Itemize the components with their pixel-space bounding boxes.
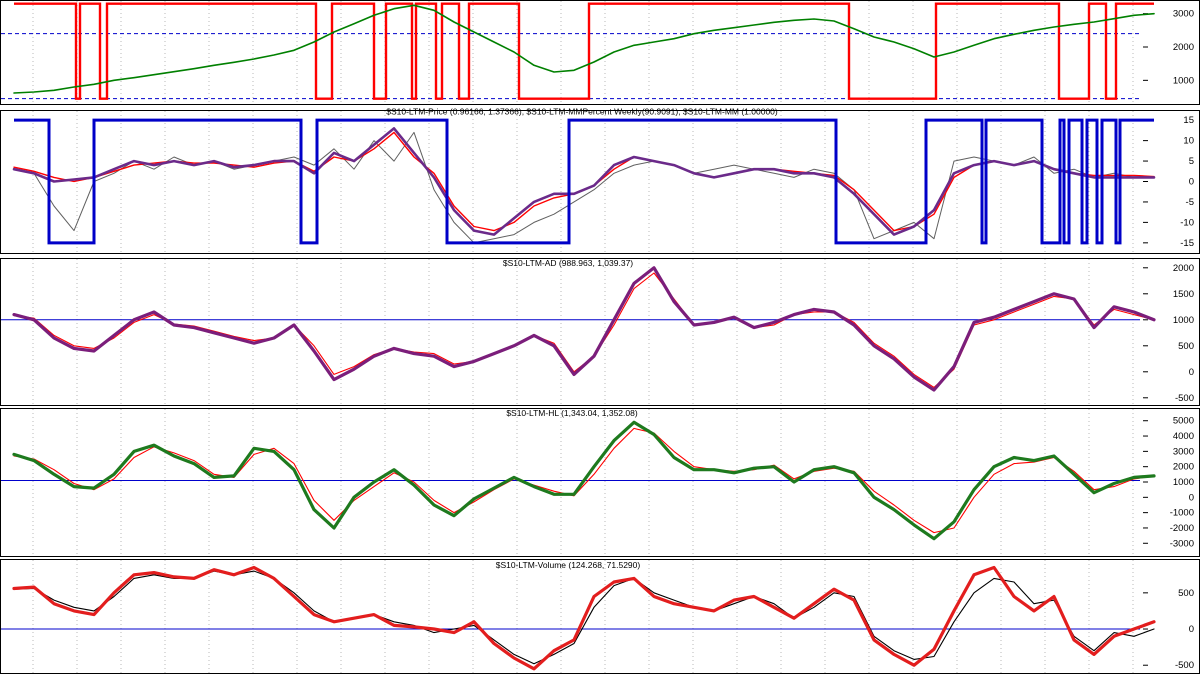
y-tick-label: 5: [1189, 156, 1194, 167]
y-tick-label: 2000: [1173, 263, 1194, 274]
y-tick-label: 1000: [1173, 477, 1194, 488]
panel-title-hl: $S10-LTM-HL (1,343.04, 1,352.08): [506, 408, 638, 418]
y-tick-label: 500: [1178, 588, 1194, 599]
volume-panel: -500 0 500 $S10-LTM-Volume (124.268, 71.529…: [0, 559, 1200, 674]
panel-frame: [0, 258, 1200, 406]
panel-frame: [0, 408, 1200, 557]
mm-percent-panel: -15 -10 -5 0 5 10 15 $S10-LTM-Price (0.96166, 1…: [0, 107, 1200, 254]
hl-panel: -3000 -2000 -1000 0 1000 2000 3000 4000 5000 $S10…: [0, 408, 1200, 557]
series-line: [12, 420, 1156, 541]
signal-line: [14, 118, 1154, 245]
series-line: [13, 427, 1155, 534]
panel-title-volume: $S10-LTM-Volume (124.268, 71.5290): [496, 560, 641, 570]
y-tick-label: 1500: [1173, 289, 1194, 300]
y-tick-label: -10: [1180, 217, 1194, 228]
y-tick-label: -5: [1186, 197, 1194, 208]
y-tick-label: 3000: [1173, 446, 1194, 457]
signal-line: [14, 2, 1154, 100]
y-tick-label: 3000: [1173, 9, 1194, 20]
y-tick-label: 0: [1189, 624, 1194, 635]
panel-frame: [0, 110, 1200, 254]
ad-panel: -500 0 500 1000 1500 2000 $S10-LTM-AD (988.963…: [0, 258, 1200, 406]
series-line: [12, 565, 1156, 671]
y-tick-label: 500: [1178, 341, 1194, 352]
y-tick-label: -500: [1175, 393, 1194, 404]
y-tick-label: -3000: [1170, 538, 1194, 549]
y-tick-label: 10: [1183, 136, 1194, 147]
y-tick-label: 2000: [1173, 462, 1194, 473]
y-tick-label: 0: [1189, 492, 1194, 503]
panel-frame: [0, 0, 1200, 105]
price-panel: 1000 2000 3000: [0, 0, 1200, 105]
y-tick-label: -500: [1175, 660, 1194, 671]
y-tick-label: 0: [1189, 367, 1194, 378]
series-line: [12, 127, 1156, 236]
y-tick-label: 1000: [1173, 75, 1194, 86]
series-line: [12, 266, 1156, 392]
y-tick-label: 2000: [1173, 42, 1194, 53]
panel-title-ad: $S10-LTM-AD (988.963, 1,039.37): [503, 258, 633, 268]
y-tick-label: -2000: [1170, 523, 1194, 534]
y-tick-label: 4000: [1173, 431, 1194, 442]
y-tick-label: 1000: [1173, 315, 1194, 326]
y-tick-label: 0: [1189, 177, 1194, 188]
y-tick-label: -15: [1180, 238, 1194, 249]
panel-title-mm: $S10-LTM-Price (0.96166, 1.37366), $S10-…: [386, 107, 778, 117]
y-tick-label: 15: [1183, 115, 1194, 126]
y-tick-label: 5000: [1173, 416, 1194, 427]
series-line: [13, 4, 1155, 94]
y-tick-label: -1000: [1170, 508, 1194, 519]
